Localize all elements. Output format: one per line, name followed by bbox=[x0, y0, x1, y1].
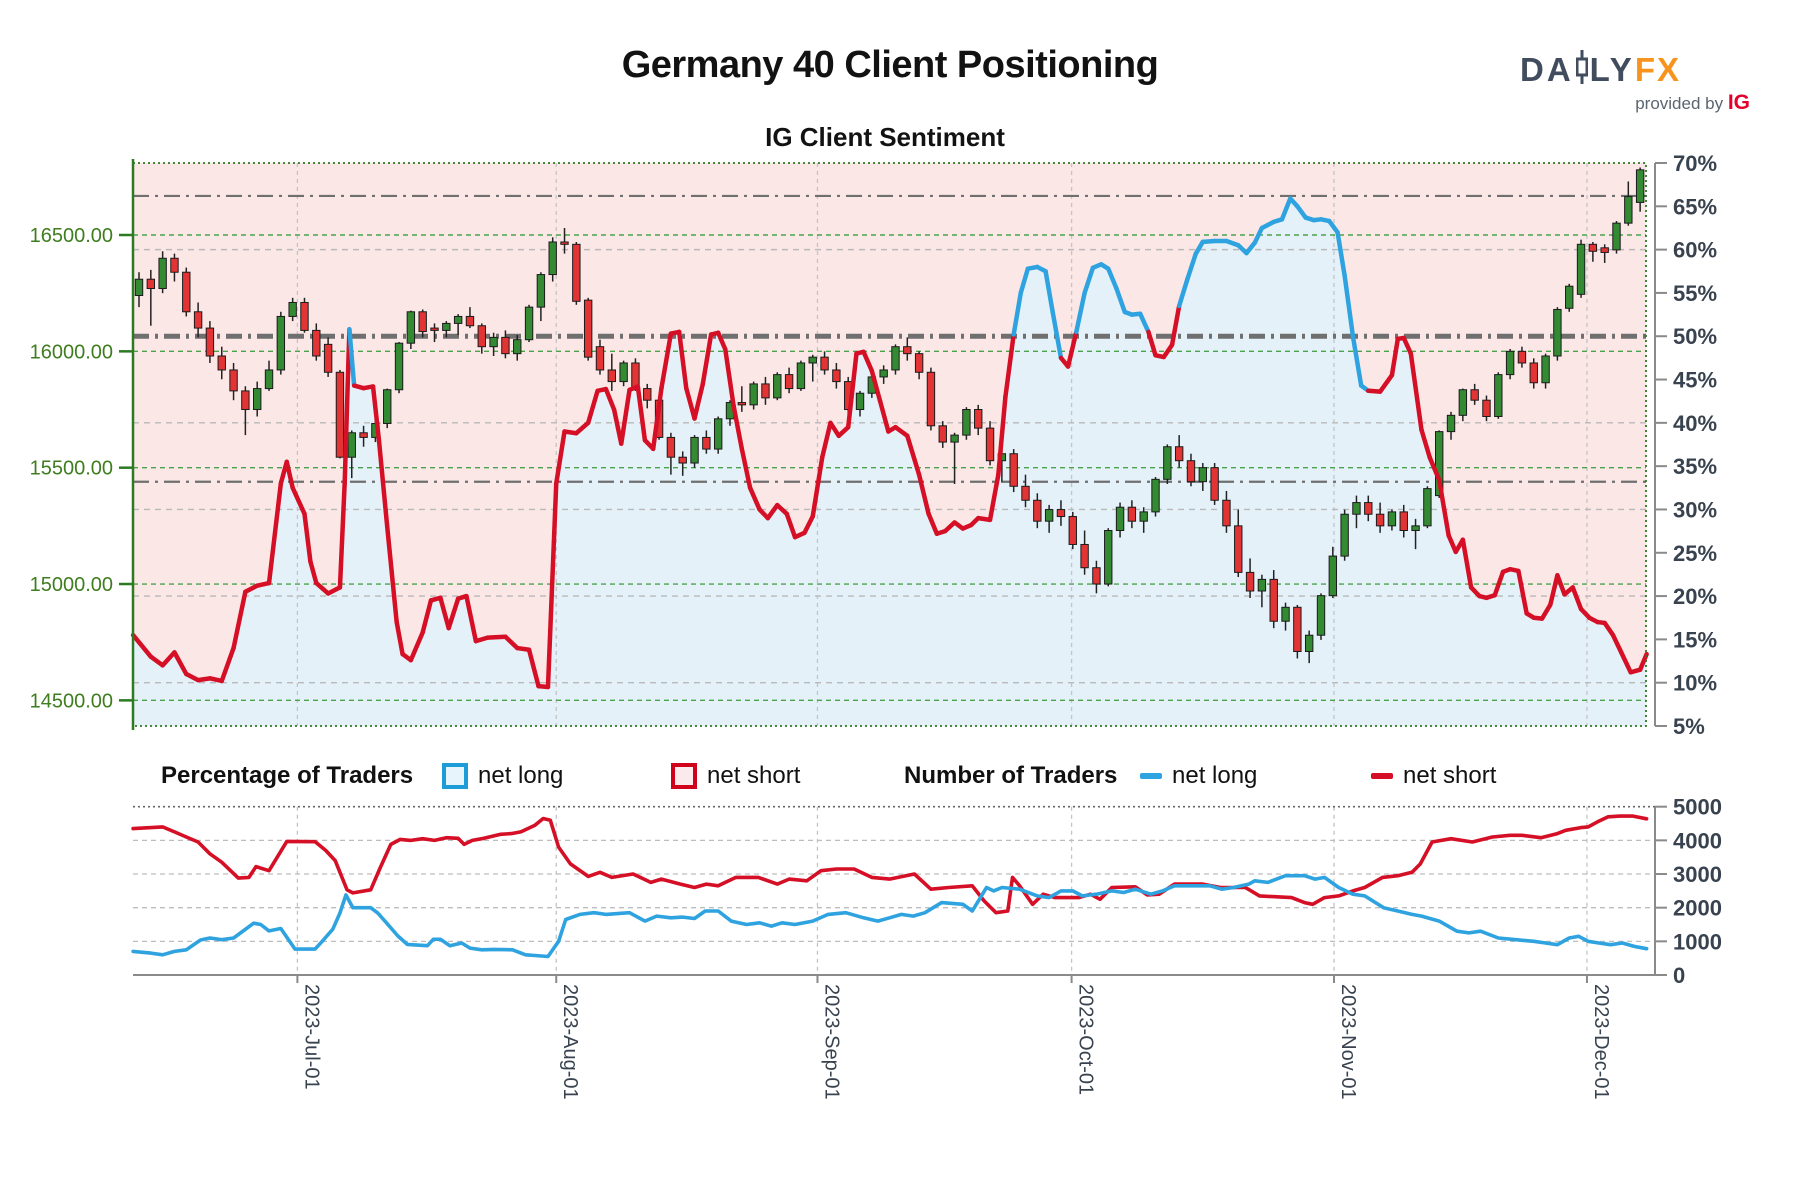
svg-text:45%: 45% bbox=[1673, 368, 1717, 393]
net-short-square-swatch bbox=[671, 763, 697, 789]
legend-num-net-short: net short bbox=[1371, 762, 1496, 790]
logo-text-ly: LY bbox=[1589, 50, 1635, 88]
svg-text:70%: 70% bbox=[1673, 151, 1717, 176]
svg-text:2023-Sep-01: 2023-Sep-01 bbox=[820, 984, 842, 1100]
svg-text:25%: 25% bbox=[1673, 541, 1717, 566]
svg-text:5%: 5% bbox=[1673, 714, 1705, 739]
svg-text:2000: 2000 bbox=[1673, 896, 1722, 921]
svg-text:15000.00: 15000.00 bbox=[30, 574, 113, 596]
gridlines bbox=[133, 163, 1646, 975]
svg-text:10%: 10% bbox=[1673, 671, 1717, 696]
svg-text:5000: 5000 bbox=[1673, 795, 1722, 820]
svg-text:50%: 50% bbox=[1673, 324, 1717, 349]
number-of-traders-chart: 5000 4000 3000 2000 1000 0 bbox=[131, 795, 1722, 988]
svg-text:30%: 30% bbox=[1673, 497, 1717, 522]
legend-pct-net-short: net short bbox=[671, 762, 800, 790]
svg-text:2023-Nov-01: 2023-Nov-01 bbox=[1337, 984, 1359, 1100]
net-long-square-swatch bbox=[442, 763, 468, 789]
svg-text:4000: 4000 bbox=[1673, 828, 1722, 853]
net-short-count-line bbox=[131, 814, 1649, 915]
logo-text-fx: FX bbox=[1634, 50, 1681, 88]
ig-logo: IG bbox=[1727, 91, 1750, 114]
svg-text:65%: 65% bbox=[1673, 194, 1717, 219]
page-title: Germany 40 Client Positioning bbox=[621, 44, 1159, 86]
svg-text:14500.00: 14500.00 bbox=[30, 690, 113, 712]
svg-text:2023-Dec-01: 2023-Dec-01 bbox=[1590, 984, 1612, 1100]
svg-text:55%: 55% bbox=[1673, 281, 1717, 306]
svg-text:2023-Oct-01: 2023-Oct-01 bbox=[1075, 984, 1097, 1095]
legend-num-net-long: net long bbox=[1140, 762, 1257, 790]
svg-text:2023-Aug-01: 2023-Aug-01 bbox=[559, 984, 581, 1100]
sentiment-fills bbox=[133, 163, 1647, 726]
main-axes: 16500.00 16000.00 15500.00 15000.00 14500.00… bbox=[30, 151, 1717, 739]
logo-text-da: DA bbox=[1520, 50, 1574, 88]
svg-text:20%: 20% bbox=[1673, 584, 1717, 609]
price-candles bbox=[134, 167, 1645, 664]
svg-text:16000.00: 16000.00 bbox=[30, 341, 113, 363]
svg-text:15500.00: 15500.00 bbox=[30, 458, 113, 480]
svg-text:3000: 3000 bbox=[1673, 862, 1722, 887]
svg-text:40%: 40% bbox=[1673, 411, 1717, 436]
legend-number-title: Number of Traders bbox=[904, 762, 1118, 789]
provided-by-text: provided by bbox=[1635, 94, 1724, 113]
candlestick-icon bbox=[1575, 50, 1589, 89]
svg-text:60%: 60% bbox=[1673, 238, 1717, 263]
svg-text:15%: 15% bbox=[1673, 627, 1717, 652]
chart-subtitle: IG Client Sentiment bbox=[765, 122, 1005, 152]
net-long-line-swatch bbox=[1140, 773, 1162, 779]
date-labels: 2023-Jul-01 2023-Aug-01 2023-Sep-01 2023-Oc… bbox=[300, 984, 1612, 1100]
svg-text:0: 0 bbox=[1673, 963, 1685, 988]
net-short-line-swatch bbox=[1371, 773, 1393, 779]
net-long-count-line bbox=[131, 873, 1649, 959]
svg-text:35%: 35% bbox=[1673, 454, 1717, 479]
svg-text:2023-Jul-01: 2023-Jul-01 bbox=[300, 984, 322, 1090]
dailyfx-logo: DA LY FX provided by IG bbox=[1520, 50, 1750, 115]
svg-text:1000: 1000 bbox=[1673, 929, 1722, 954]
legend-percentage-title: Percentage of Traders bbox=[161, 762, 414, 789]
legend-pct-net-long: net long bbox=[442, 762, 563, 790]
svg-text:16500.00: 16500.00 bbox=[30, 225, 113, 247]
